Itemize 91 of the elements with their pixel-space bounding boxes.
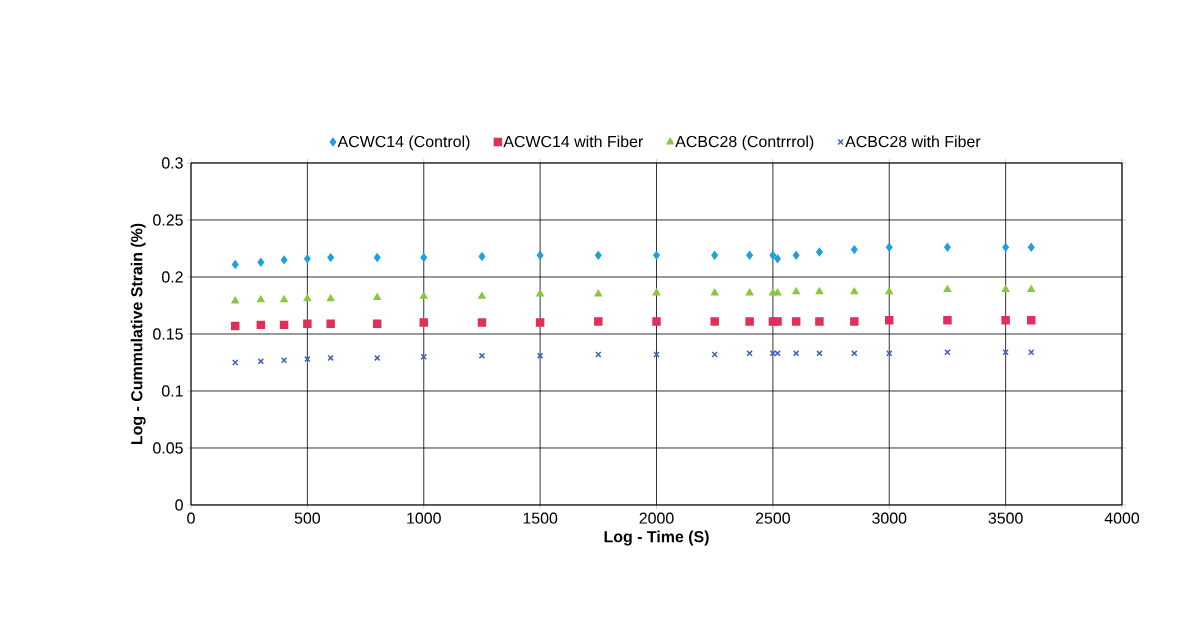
- point: [594, 251, 602, 260]
- point: [792, 251, 800, 260]
- point: [594, 317, 603, 326]
- point: [746, 251, 753, 260]
- point: [419, 318, 428, 327]
- x-tick-label: 4000: [1104, 512, 1140, 524]
- point: [280, 295, 288, 303]
- point: [327, 253, 335, 262]
- x-tick-label: 3500: [988, 512, 1023, 524]
- point: [711, 251, 719, 260]
- point: [943, 316, 952, 325]
- point: [535, 318, 545, 327]
- point: [373, 293, 381, 300]
- point: [303, 319, 312, 328]
- x-tick-label: 0: [187, 512, 195, 524]
- point: [279, 320, 289, 330]
- point: [1001, 316, 1010, 325]
- point: [745, 317, 754, 326]
- point: [769, 251, 777, 260]
- y-tick-label: 0: [175, 499, 183, 511]
- y-tick-label: 0.25: [153, 214, 183, 226]
- point: [372, 319, 382, 328]
- point: [257, 257, 265, 267]
- point: [943, 285, 952, 293]
- point: [419, 292, 428, 299]
- point: [257, 295, 265, 303]
- point: [885, 316, 894, 325]
- point: [420, 253, 428, 262]
- point: [791, 317, 801, 326]
- x-axis-title: Log - Time (S): [604, 530, 709, 546]
- y-tick-label: 0.1: [161, 385, 183, 397]
- x-tick-label: 2000: [639, 512, 674, 524]
- point: [816, 247, 823, 257]
- legend-label: ACBC28 (Contrrrol): [675, 135, 814, 151]
- point: [478, 292, 486, 299]
- point: [373, 253, 381, 262]
- legend-label: ACBC28 with Fiber: [845, 135, 981, 148]
- point: [745, 288, 754, 296]
- legend-label: ACWC14 with Fiber: [503, 135, 643, 148]
- x-tick-label: 3000: [872, 512, 907, 524]
- y-tick-label: 0.2: [161, 271, 183, 283]
- y-tick-label: 0.15: [153, 328, 183, 340]
- y-axis-title: Log - Cummulative Strain (%): [130, 223, 146, 445]
- point: [815, 317, 824, 326]
- point: [653, 251, 660, 260]
- point: [710, 317, 719, 326]
- y-tick-label: 0.05: [153, 442, 183, 454]
- point: [1027, 243, 1035, 252]
- point: [885, 287, 894, 295]
- point: [773, 288, 782, 296]
- point: [653, 351, 660, 358]
- x-tick-label: 2500: [755, 512, 790, 524]
- point: [536, 289, 544, 297]
- point: [944, 243, 951, 252]
- point: [815, 287, 824, 295]
- x-tick-label: 1500: [523, 512, 558, 524]
- point: [594, 289, 603, 297]
- point: [536, 251, 544, 260]
- point: [885, 243, 893, 252]
- x-tick-label: 1000: [407, 512, 441, 524]
- point: [652, 288, 661, 296]
- point: [231, 321, 240, 331]
- point: [773, 317, 782, 326]
- point: [850, 317, 859, 326]
- point: [420, 353, 427, 360]
- point: [746, 350, 753, 357]
- point: [850, 287, 859, 295]
- point: [256, 320, 266, 330]
- point: [326, 294, 335, 302]
- point: [303, 294, 312, 302]
- point: [326, 319, 335, 328]
- legend-label: ACWC14 (Control): [337, 135, 470, 151]
- point: [652, 317, 661, 326]
- point: [304, 254, 311, 263]
- point: [710, 288, 719, 296]
- x-tick-label: 500: [294, 512, 321, 524]
- point: [1027, 316, 1036, 325]
- point: [850, 245, 858, 254]
- y-tick-label: 0.3: [161, 157, 183, 169]
- point: [774, 254, 781, 263]
- point: [231, 260, 239, 269]
- point: [792, 287, 800, 295]
- point: [851, 350, 858, 357]
- point: [1028, 349, 1035, 356]
- point: [1001, 285, 1010, 293]
- point: [231, 296, 239, 304]
- point: [478, 252, 486, 261]
- point: [1002, 243, 1009, 252]
- point: [280, 255, 288, 265]
- point: [1027, 285, 1036, 293]
- point: [477, 318, 487, 327]
